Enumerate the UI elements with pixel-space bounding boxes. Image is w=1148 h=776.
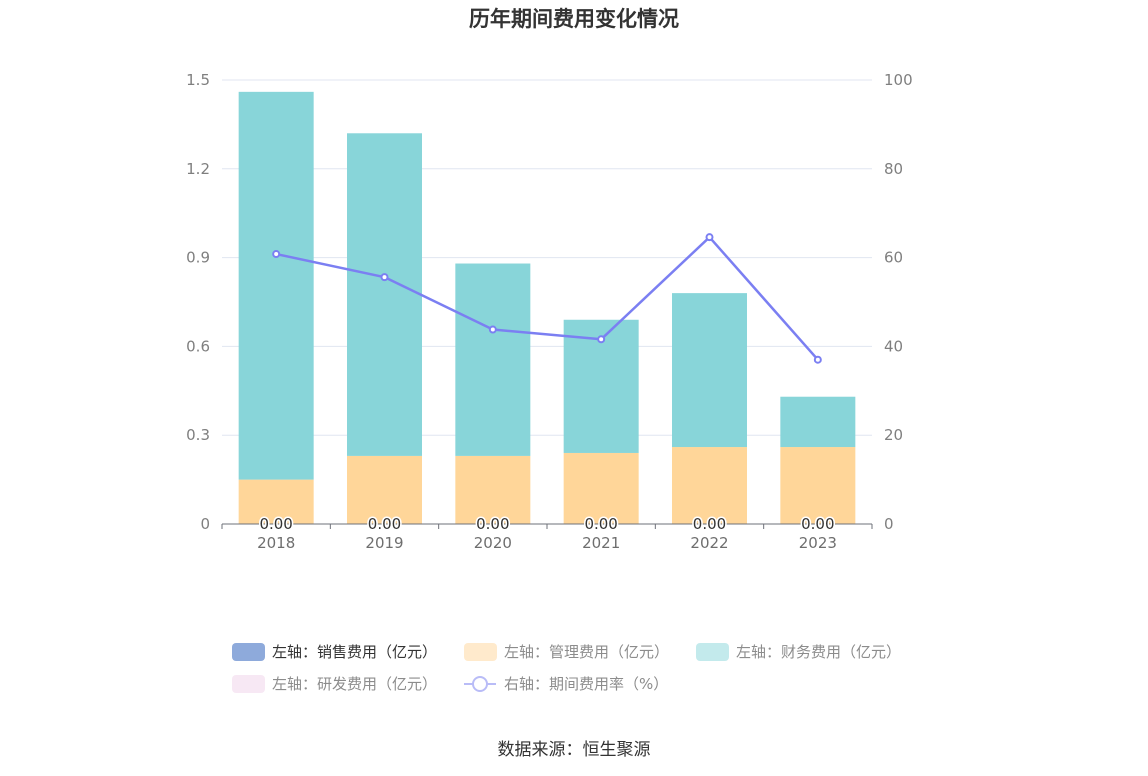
legend-item[interactable]: 左轴：销售费用（亿元） (232, 643, 437, 661)
bars (238, 91, 856, 524)
right-axis-tick-label: 60 (884, 249, 903, 267)
legend-label: 左轴：销售费用（亿元） (272, 643, 437, 661)
data-label: 0.00 (259, 515, 292, 533)
rate-point[interactable] (597, 335, 606, 344)
bar[interactable] (455, 455, 531, 524)
legend-label: 左轴：财务费用（亿元） (736, 643, 901, 661)
chart-title: 历年期间费用变化情况 (469, 7, 679, 31)
legend-swatch-icon (696, 643, 729, 661)
legend-item[interactable]: 左轴：管理费用（亿元） (464, 643, 669, 661)
data-label: 0.00 (368, 515, 401, 533)
x-axis-tick-label: 2022 (690, 534, 728, 552)
x-axis-tick-label: 2023 (799, 534, 837, 552)
left-axis-tick-label: 0.6 (186, 337, 210, 355)
rate-point[interactable] (272, 250, 281, 259)
legend[interactable]: 左轴：销售费用（亿元） 左轴：管理费用（亿元） 左轴：财务费用（亿元） 左轴：研发费用… (232, 643, 901, 693)
data-label: 0.00 (476, 515, 509, 533)
right-axis-tick-label: 0 (884, 515, 894, 533)
legend-swatch-icon (232, 675, 265, 693)
legend-item[interactable]: 左轴：研发费用（亿元） (232, 675, 437, 693)
legend-item[interactable]: 右轴：期间费用率（%） (464, 675, 668, 693)
right-axis-tick-label: 40 (884, 337, 903, 355)
left-axis-tick-label: 0 (200, 515, 210, 533)
bar[interactable] (672, 447, 747, 524)
legend-label: 左轴：研发费用（亿元） (272, 675, 437, 693)
legend-item[interactable]: 左轴：财务费用（亿元） (696, 643, 901, 661)
bar[interactable] (347, 455, 422, 524)
legend-swatch-icon (464, 643, 497, 661)
legend-label: 右轴：期间费用率（%） (504, 675, 668, 693)
grid-lines (222, 79, 872, 436)
legend-swatch-icon (232, 643, 265, 661)
data-labels: 0.00 0.00 0.00 0.00 0.00 0.00 (258, 514, 836, 535)
rate-point[interactable] (488, 325, 497, 334)
bar[interactable] (347, 133, 422, 456)
data-label: 0.00 (801, 515, 834, 533)
data-label: 0.00 (693, 515, 726, 533)
right-axis-tick-label: 80 (884, 160, 903, 178)
bar[interactable] (238, 91, 314, 480)
left-axis-tick-label: 0.9 (186, 249, 210, 267)
x-axis-tick-label: 2021 (582, 534, 620, 552)
bar[interactable] (455, 263, 531, 456)
right-axis-tick-label: 100 (884, 71, 913, 89)
x-axis-tick-label: 2018 (257, 534, 295, 552)
legend-label: 左轴：管理费用（亿元） (504, 643, 669, 661)
left-axis-tick-label: 1.5 (186, 71, 210, 89)
left-axis-tick-label: 1.2 (186, 160, 210, 178)
source-note: 数据来源：恒生聚源 (498, 740, 651, 760)
rate-point[interactable] (813, 355, 822, 364)
right-axis-tick-label: 20 (884, 426, 903, 444)
x-axis-tick-label: 2019 (365, 534, 403, 552)
x-axis-tick-label: 2020 (474, 534, 512, 552)
axes: 0 0.3 0.6 0.9 1.2 1.5 0 20 40 60 80 100 2018 2019 2020… (186, 71, 913, 552)
rate-line-path (275, 235, 819, 361)
rate-line (272, 233, 822, 364)
bar[interactable] (238, 479, 314, 524)
rate-point[interactable] (380, 273, 389, 282)
bar[interactable] (780, 396, 856, 448)
rate-point[interactable] (705, 233, 714, 242)
legend-marker-icon (472, 676, 488, 692)
bar[interactable] (672, 293, 747, 448)
left-axis-tick-label: 0.3 (186, 426, 210, 444)
data-label: 0.00 (584, 515, 617, 533)
bar[interactable] (563, 452, 639, 524)
bar[interactable] (780, 447, 856, 524)
